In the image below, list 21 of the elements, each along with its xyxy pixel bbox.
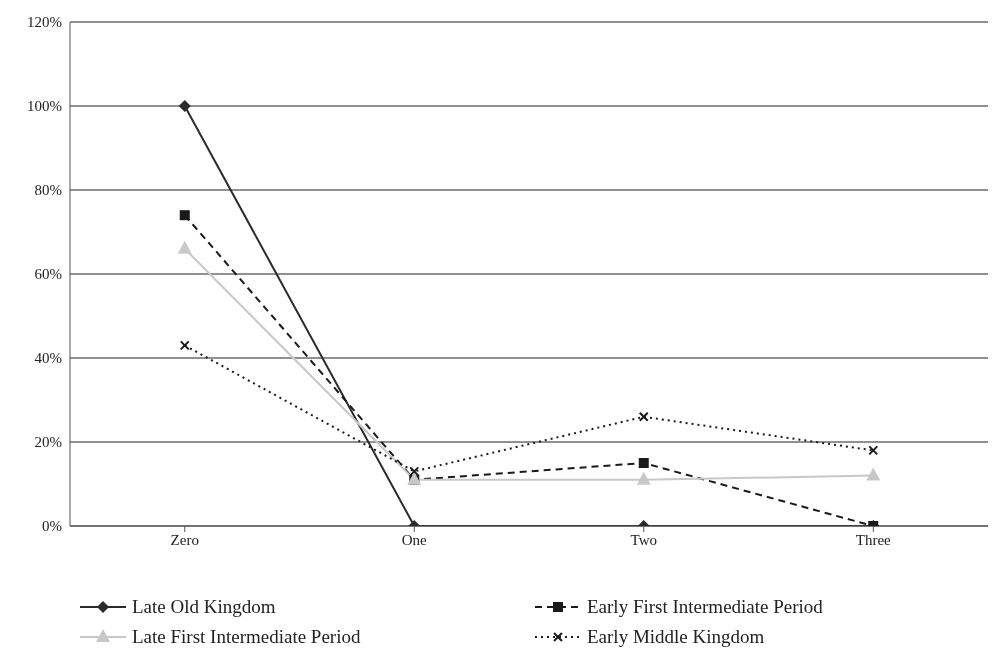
legend-label: Late First Intermediate Period — [132, 626, 361, 648]
legend-label: Late Old Kingdom — [132, 596, 276, 618]
x-tick-label: Three — [855, 531, 892, 548]
point — [177, 240, 192, 254]
y-tick-label: 60% — [34, 266, 62, 283]
legend-label: Early First Intermediate Period — [587, 596, 823, 618]
y-tick-label: 100% — [27, 98, 62, 115]
legend-label: Early Middle Kingdom — [587, 626, 765, 648]
point — [638, 458, 649, 468]
point — [866, 467, 881, 481]
y-tick-label: 20% — [34, 434, 62, 451]
y-tick-label: 0% — [42, 518, 62, 535]
y-tick-label: 120% — [27, 14, 62, 31]
x-tick-label: Two — [630, 531, 657, 548]
y-tick-label: 40% — [34, 350, 62, 367]
x-tick-label: Zero — [170, 531, 199, 548]
point — [179, 210, 190, 221]
x-tick-label: One — [401, 531, 428, 548]
y-tick-label: 80% — [34, 182, 62, 199]
point — [178, 100, 191, 112]
point — [636, 471, 651, 485]
